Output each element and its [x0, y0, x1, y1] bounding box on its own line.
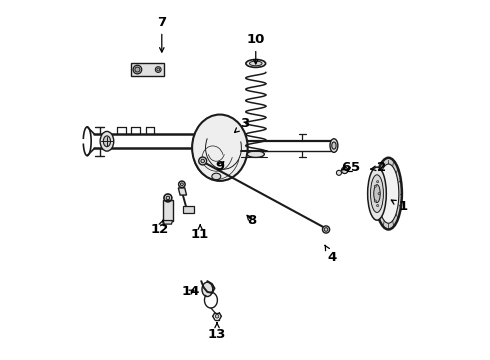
Ellipse shape [332, 142, 336, 149]
Text: 1: 1 [392, 200, 407, 213]
Ellipse shape [374, 200, 376, 202]
Ellipse shape [103, 136, 111, 147]
Ellipse shape [376, 204, 379, 207]
Text: 8: 8 [247, 214, 256, 227]
Ellipse shape [324, 228, 328, 231]
Ellipse shape [155, 67, 161, 72]
Ellipse shape [322, 226, 330, 233]
Text: 5: 5 [347, 161, 360, 174]
Text: 11: 11 [191, 225, 209, 241]
Ellipse shape [368, 167, 386, 220]
Text: 9: 9 [215, 160, 224, 173]
Ellipse shape [376, 181, 379, 183]
Text: 6: 6 [342, 161, 351, 174]
Ellipse shape [374, 185, 376, 187]
Polygon shape [178, 188, 187, 195]
Text: 3: 3 [235, 117, 249, 132]
Ellipse shape [202, 282, 213, 297]
Text: 14: 14 [181, 285, 200, 298]
Text: 7: 7 [157, 16, 167, 52]
Ellipse shape [180, 183, 183, 186]
Ellipse shape [246, 59, 266, 67]
Ellipse shape [133, 65, 142, 74]
Ellipse shape [212, 173, 221, 180]
Text: 13: 13 [208, 323, 226, 341]
Text: 2: 2 [371, 161, 386, 174]
Ellipse shape [378, 164, 399, 223]
Text: 12: 12 [150, 220, 169, 236]
Polygon shape [163, 200, 172, 221]
Text: 10: 10 [246, 33, 265, 64]
Ellipse shape [201, 159, 204, 163]
Ellipse shape [249, 61, 262, 66]
Ellipse shape [166, 196, 170, 200]
Polygon shape [183, 206, 194, 213]
Ellipse shape [157, 68, 160, 71]
Polygon shape [131, 63, 164, 76]
Ellipse shape [247, 151, 265, 157]
Ellipse shape [192, 114, 247, 181]
Ellipse shape [370, 175, 383, 212]
Ellipse shape [374, 185, 380, 203]
Ellipse shape [378, 193, 380, 195]
Ellipse shape [330, 139, 338, 152]
Ellipse shape [100, 131, 114, 151]
Ellipse shape [337, 170, 342, 175]
Ellipse shape [199, 157, 207, 165]
Ellipse shape [215, 315, 219, 318]
Ellipse shape [342, 167, 348, 174]
Ellipse shape [135, 67, 140, 72]
Ellipse shape [375, 158, 402, 229]
Polygon shape [163, 221, 172, 224]
Text: 4: 4 [325, 245, 337, 264]
